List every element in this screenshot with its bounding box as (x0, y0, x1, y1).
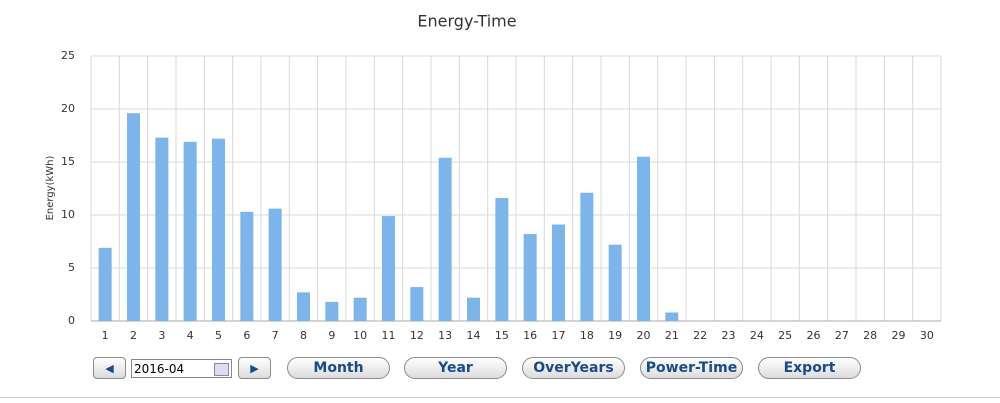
bar (410, 287, 424, 321)
bar (297, 292, 310, 321)
x-tick-label: 22 (693, 329, 707, 342)
x-tick-label: 27 (835, 329, 849, 342)
x-tick-label: 17 (552, 329, 566, 342)
x-tick-label: 1 (102, 329, 109, 342)
x-tick-label: 25 (778, 329, 792, 342)
bar (495, 198, 509, 321)
chart-title: Energy-Time (417, 12, 516, 31)
x-tick-label: 14 (467, 329, 481, 342)
bar (240, 211, 254, 321)
x-tick-label: 30 (920, 329, 934, 342)
x-tick-label: 16 (523, 329, 537, 342)
x-tick-label: 19 (608, 329, 622, 342)
x-tick-label: 12 (410, 329, 424, 342)
x-tick-label: 6 (243, 329, 250, 342)
y-tick-label: 0 (68, 314, 75, 327)
bar (212, 138, 225, 321)
x-tick-label: 7 (272, 329, 279, 342)
bar (665, 312, 679, 321)
x-tick-label: 2 (130, 329, 137, 342)
x-tick-label: 5 (215, 329, 222, 342)
footer-line (0, 397, 1000, 398)
bar (552, 224, 565, 321)
x-tick-label: 4 (187, 329, 194, 342)
y-tick-label: 25 (61, 49, 75, 62)
x-tick-label: 13 (438, 329, 452, 342)
button[interactable]: Month (287, 357, 390, 379)
x-tick-label: 23 (722, 329, 736, 342)
x-tick-label: 10 (353, 329, 367, 342)
prev-button[interactable]: ◀ (93, 357, 126, 379)
x-tick-label: 21 (665, 329, 679, 342)
y-tick-label: 5 (68, 261, 75, 274)
bar (353, 297, 367, 321)
y-axis-label: Energy(kWh) (45, 155, 56, 220)
bar (580, 192, 594, 321)
button[interactable]: OverYears (522, 357, 625, 379)
x-tick-label: 9 (328, 329, 335, 342)
bar (268, 208, 282, 321)
bar (155, 137, 169, 321)
x-tick-label: 18 (580, 329, 594, 342)
x-tick-label: 8 (300, 329, 307, 342)
button[interactable]: Power-Time (640, 357, 743, 379)
bar (438, 157, 452, 321)
x-tick-label: 26 (807, 329, 821, 342)
bar (608, 244, 622, 321)
bar (183, 141, 197, 321)
calendar-icon[interactable] (214, 363, 229, 376)
x-tick-label: 28 (863, 329, 877, 342)
bar (98, 247, 112, 321)
bar (382, 216, 395, 321)
bar (127, 113, 140, 322)
bar (637, 156, 650, 321)
x-tick-label: 3 (158, 329, 165, 342)
y-tick-label: 20 (61, 102, 75, 115)
bar (523, 234, 537, 321)
x-tick-label: 11 (382, 329, 396, 342)
next-button[interactable]: ▶ (238, 357, 271, 379)
date-text: 2016-04 (134, 361, 185, 376)
date-input[interactable]: 2016-04 (131, 359, 232, 378)
button[interactable]: Year (404, 357, 507, 379)
x-tick-label: 29 (892, 329, 906, 342)
y-tick-label: 10 (61, 208, 75, 221)
bar (467, 297, 480, 321)
x-tick-label: 20 (637, 329, 651, 342)
x-tick-label: 15 (495, 329, 509, 342)
y-tick-label: 15 (61, 155, 75, 168)
bar (325, 301, 339, 321)
button[interactable]: Export (758, 357, 861, 379)
x-tick-label: 24 (750, 329, 764, 342)
